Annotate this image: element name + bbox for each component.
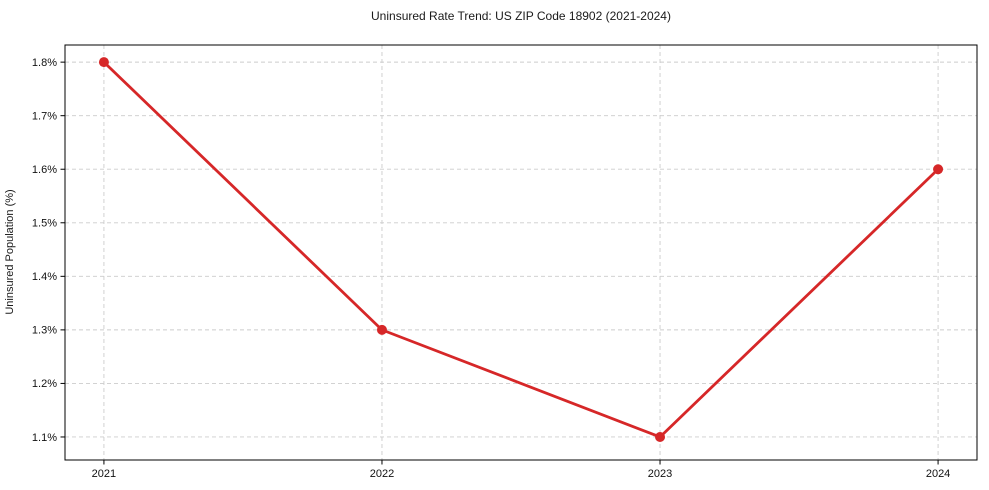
y-tick-label: 1.7%	[32, 110, 57, 122]
x-tick-label: 2022	[370, 468, 394, 480]
trend-line	[102, 60, 940, 439]
plot-border	[64, 44, 978, 461]
y-tick-label: 1.1%	[32, 432, 57, 444]
chart-title: Uninsured Rate Trend: US ZIP Code 18902 …	[371, 9, 671, 23]
y-tick-label: 1.3%	[32, 325, 57, 337]
y-tick-label: 1.8%	[32, 57, 57, 69]
y-tick-label: 1.2%	[32, 378, 57, 390]
data-point-marker	[933, 164, 944, 175]
y-axis-label: Uninsured Population (%)	[4, 189, 16, 314]
x-tick-label: 2024	[926, 468, 950, 480]
y-tick-label: 1.4%	[32, 271, 57, 283]
x-tick-label: 2021	[92, 468, 116, 480]
data-point-marker	[98, 57, 109, 68]
grid-layer	[65, 45, 977, 460]
y-tick-label: 1.5%	[32, 218, 57, 230]
y-tick-label: 1.6%	[32, 164, 57, 176]
axes-layer: 2021 2022 2023 2024 1.1% 1.2% 1.3% 1.4% 1.5% 1.6%…	[32, 44, 978, 480]
series-layer	[98, 57, 944, 442]
x-tick-label: 2023	[648, 468, 672, 480]
data-point-marker	[376, 324, 387, 335]
data-point-marker	[655, 431, 666, 442]
